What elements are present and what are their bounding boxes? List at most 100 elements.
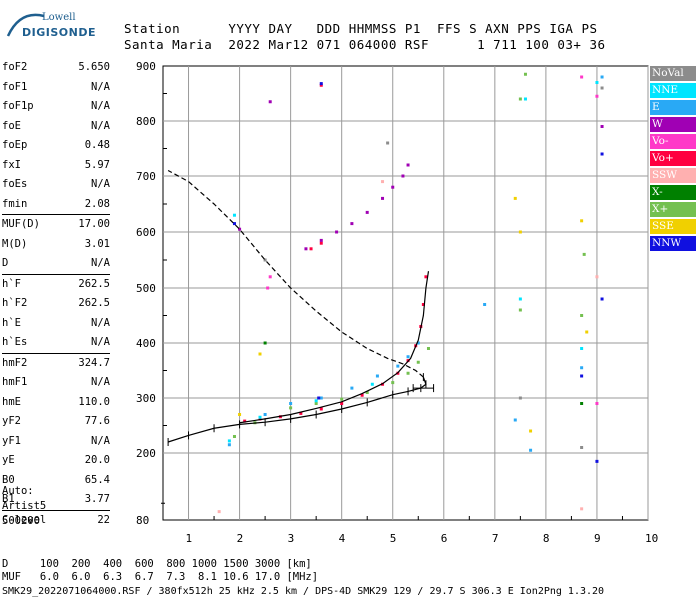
param-value: 5.97 (84, 158, 110, 171)
param-row: foE N/A (2, 117, 110, 137)
param-row: B0 65.4 (2, 471, 110, 491)
data-point (314, 402, 318, 405)
param-row: D N/A (2, 254, 110, 274)
param-key: foEs (2, 178, 28, 190)
data-point (595, 94, 599, 98)
data-point (582, 252, 586, 256)
param-value: 324.7 (78, 356, 110, 369)
data-point (263, 413, 267, 416)
legend-item: SSE (650, 219, 696, 234)
data-point (381, 180, 385, 184)
data-point (406, 163, 410, 167)
param-value: 77.6 (84, 415, 110, 427)
x-tick-label: 6 (441, 532, 448, 545)
param-key: h`F (2, 277, 21, 290)
data-point (340, 402, 344, 405)
param-value: 0.48 (84, 139, 110, 151)
data-point (483, 303, 487, 306)
data-point (580, 402, 584, 405)
data-point (406, 371, 410, 375)
param-value: N/A (91, 434, 110, 447)
data-point (391, 381, 395, 385)
data-point (386, 141, 390, 145)
auto-label: Auto: (2, 485, 34, 497)
data-point (319, 396, 323, 400)
param-key: B0 (2, 473, 15, 486)
data-point (518, 308, 522, 312)
logo-swoosh-icon (6, 13, 45, 37)
param-value: 110.0 (78, 395, 110, 408)
param-value: 22 (97, 513, 110, 526)
param-row: yF1 N/A (2, 432, 110, 452)
legend-item: SSW (650, 168, 696, 183)
param-row: hmE 110.0 (2, 393, 110, 413)
param-separator (2, 214, 110, 215)
param-key: h`E (2, 316, 21, 329)
data-point (319, 241, 323, 245)
lowell-digisonde-logo: Lowell DIGISONDE (4, 6, 95, 42)
data-point (518, 230, 522, 234)
footer-muf-line: MUF 6.0 6.0 6.3 6.7 7.3 8.1 10.6 17.0 [M… (2, 571, 319, 583)
legend-item: E (650, 100, 696, 115)
legend-item: Vo- (650, 134, 696, 149)
data-point (258, 417, 262, 421)
x-tick-label: 3 (288, 532, 295, 545)
data-point (299, 411, 303, 415)
data-point (258, 415, 262, 419)
data-point (595, 275, 599, 279)
y-tick-label: 700 (136, 170, 156, 183)
param-separator (2, 352, 110, 354)
param-key: yF2 (2, 415, 21, 427)
data-point (426, 347, 430, 350)
footer-d-line: D 100 200 400 600 800 1000 1500 3000 [km… (2, 558, 312, 570)
param-value: 17.00 (78, 218, 110, 230)
legend-item: W (650, 117, 696, 132)
data-point (580, 219, 584, 223)
x-tick-label: 1 (186, 532, 193, 545)
param-row: h`Es N/A (2, 333, 110, 353)
data-point (580, 347, 584, 350)
param-key: hmF1 (2, 376, 28, 388)
data-point (317, 396, 321, 400)
param-key: h`F2 (2, 297, 28, 309)
polarization-legend: NoVal NNE E W Vo- Vo+ SSW X- X+ SSE NNW (650, 66, 696, 253)
param-value: N/A (91, 336, 110, 348)
legend-item: X- (650, 185, 696, 200)
o-trace-curve (239, 271, 430, 424)
data-point (375, 374, 379, 378)
data-point (396, 364, 400, 368)
data-point (595, 81, 599, 84)
param-row: yE 20.0 (2, 451, 110, 471)
data-point (600, 125, 604, 128)
data-point (580, 314, 584, 317)
logo-line2: DIGISONDE (22, 26, 96, 39)
param-row: foF2 5.650 (2, 58, 110, 78)
param-value: 2.08 (84, 197, 110, 210)
header-values: Santa Maria 2022 Mar12 071 064000 RSF 1 … (124, 37, 606, 52)
param-key: foF1p (2, 100, 34, 112)
param-key: yF1 (2, 434, 21, 447)
param-key: C-level (2, 513, 47, 526)
data-point (268, 275, 272, 279)
data-point (350, 386, 354, 390)
param-key: B1 (2, 493, 15, 505)
scaled-parameters-panel: foF2 5.650 foF1 N/A foF1p N/A foE N/A foEp 0.48 fx… (2, 58, 110, 530)
param-value: 3.01 (84, 237, 110, 250)
ionogram-chart: 1 2 3 4 5 6 7 8 9 10 80 200 300 400 500 600 700 800 900 (136, 60, 658, 545)
param-value: 262.5 (78, 297, 110, 309)
param-row: fmin 2.08 (2, 195, 110, 215)
data-point (381, 196, 385, 200)
data-point (600, 86, 604, 90)
param-row: h`E N/A (2, 314, 110, 334)
x-tick-label: 7 (492, 532, 499, 545)
data-point (401, 174, 405, 178)
param-row: h`F 262.5 (2, 275, 110, 295)
data-point (232, 222, 236, 226)
param-value: N/A (91, 100, 110, 112)
data-point (309, 247, 313, 251)
x-tick-label: 10 (645, 532, 658, 545)
data-point (289, 402, 293, 405)
data-point (319, 83, 323, 87)
data-point (416, 360, 420, 364)
data-point (266, 286, 270, 290)
